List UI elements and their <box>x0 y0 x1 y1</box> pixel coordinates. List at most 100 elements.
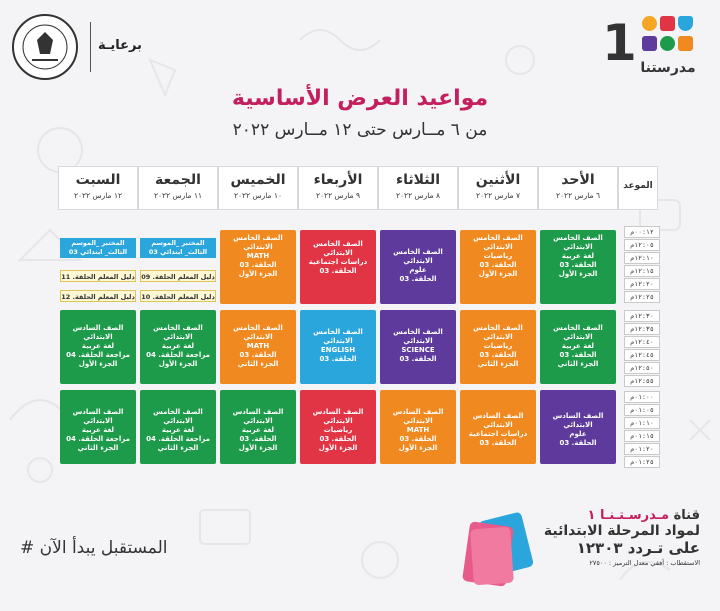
block-line: الصف الخامس الابتدائي <box>153 324 203 341</box>
block-line: رياضيات <box>323 426 353 434</box>
day-header-tue: الثلاثاء ٨ مارس ٢٠٢٢ <box>378 166 458 210</box>
header-row: السبت ١٢ مارس ٢٠٢٢ الجمعة ١١ مارس ٢٠٢٢ ا… <box>58 166 658 210</box>
time-slot: ٠١:٢٥م <box>624 456 660 468</box>
sponsor-label: برعايـة <box>98 38 142 53</box>
program-block-tue-3[interactable]: الصف السادس الابتدائي MATH الحلقة. 03 ال… <box>380 390 456 464</box>
program-block-mon-2[interactable]: الصف الخامس الابتدائي رياضيات الحلقة. 03… <box>460 310 536 384</box>
day-date: ٦ مارس ٢٠٢٢ <box>555 191 600 200</box>
program-block-sat-3[interactable]: الصف السادس الابتدائي لغة عربية مراجعة ا… <box>60 390 136 464</box>
time-slot: ٠١:٢٠م <box>624 443 660 455</box>
block-line: الصف الخامس الابتدائي <box>473 234 523 251</box>
block-line: الحلقة. 03 <box>239 435 277 443</box>
day-name: السبت <box>75 172 121 188</box>
channel-subject: لمواد المرحلة الابتدائية <box>543 523 700 539</box>
program-block-mon-3[interactable]: الصف السادس الابتدائي دراسات اجتماعية ال… <box>460 390 536 464</box>
time-slot: ١٢:٢٠م <box>624 278 660 290</box>
program-block-thu-3[interactable]: الصف السادس الابتدائي لغة عربية الحلقة. … <box>220 390 296 464</box>
program-block-sat-2[interactable]: الصف السادس الابتدائي لغة عربية مراجعة ا… <box>60 310 136 384</box>
block-line: الصف السادس الابتدائي <box>72 324 124 341</box>
program-block-mon-1[interactable]: الصف الخامس الابتدائي رياضيات الحلقة. 03… <box>460 230 536 304</box>
program-block-sat-lab[interactable]: المختبر _الموسم الثالث_ ابتدائي 03 <box>60 238 136 258</box>
block-line: الجزء الثاني <box>477 360 519 368</box>
time-slot: ١٢:٠٥م <box>624 239 660 251</box>
day-date: ١٢ مارس ٢٠٢٢ <box>73 191 123 200</box>
day-name: الجمعة <box>155 172 201 188</box>
block-line: الجزء الأول <box>478 270 518 278</box>
time-header: الموعد <box>618 166 658 210</box>
program-block-tue-2[interactable]: الصف الخامس الابتدائي SCIENCE الحلقة. 03 <box>380 310 456 384</box>
block-line: الحلقة. 03 <box>319 267 357 275</box>
time-slot: ٠١:١٥م <box>624 430 660 442</box>
channel-polarization: الاستقطاب : أفقي معدل الترميز : ٢٧٥٠٠ <box>589 559 700 567</box>
block-line: الحلقة. 03 <box>479 439 517 447</box>
block-line: الصف الخامس الابتدائي <box>473 324 523 341</box>
block-line: الصف السادس الابتدائي <box>312 408 364 425</box>
block-line: الجزء الأول <box>158 360 198 368</box>
block-line: الصف الخامس الابتدائي <box>233 234 283 251</box>
program-block-thu-2[interactable]: الصف الخامس الابتدائي MATH الحلقة. 03 ال… <box>220 310 296 384</box>
block-line: ENGLISH <box>320 346 356 354</box>
block-line: الحلقة. 03 <box>559 439 597 447</box>
block-line: الحلقة. 03 <box>399 435 437 443</box>
block-line: لغة عربية <box>161 342 195 350</box>
block-line: الجزء الثاني <box>157 444 199 452</box>
block-line: لغة عربية <box>241 426 275 434</box>
future-hashtag: # المستقبل يبدأ الآن <box>20 538 168 558</box>
block-line: ابتدائي 03 <box>148 248 183 256</box>
time-slot: ١٢:٥٠م <box>624 362 660 374</box>
program-block-thu-1[interactable]: الصف الخامس الابتدائي MATH الحلقة. 03 ال… <box>220 230 296 304</box>
program-block-fri-2[interactable]: الصف الخامس الابتدائي لغة عربية مراجعة ا… <box>140 310 216 384</box>
time-slot: ١٢:٤٥م <box>624 349 660 361</box>
program-block-wed-2[interactable]: الصف الخامس الابتدائي ENGLISH الحلقة. 03 <box>300 310 376 384</box>
program-block-sat-guide-a[interactable]: دليل المعلم الحلقة. 11 <box>60 270 136 282</box>
block-line: الصف السادس الابتدائي <box>552 412 604 429</box>
program-block-fri-lab[interactable]: المختبر _الموسم الثالث_ ابتدائي 03 <box>140 238 216 258</box>
program-block-fri-guide-b[interactable]: دليل المعلم الحلقة. 10 <box>140 290 216 302</box>
block-line: لغة عربية <box>561 342 595 350</box>
program-block-fri-3[interactable]: الصف الخامس الابتدائي لغة عربية مراجعة ا… <box>140 390 216 464</box>
time-header-label: الموعد <box>623 181 653 191</box>
block-line: الصف السادس الابتدائي <box>232 408 284 425</box>
block-line: مراجعة الحلقة. 04 <box>66 435 130 443</box>
time-slot: ١٢:١٥م <box>624 265 660 277</box>
program-block-fri-guide-a[interactable]: دليل المعلم الحلقة. 09 <box>140 270 216 282</box>
block-line: الحلقة. 03 <box>479 261 517 269</box>
ministry-seal-logo <box>12 14 78 80</box>
day-name: الخميس <box>230 172 286 188</box>
time-slot: ١٢:٣٠م <box>624 310 660 322</box>
time-slot: ٠١:٠٥م <box>624 404 660 416</box>
program-block-wed-1[interactable]: الصف الخامس الابتدائي دراسات اجتماعية ال… <box>300 230 376 304</box>
day-name: الثلاثاء <box>395 172 441 188</box>
day-header-mon: الأثنين ٧ مارس ٢٠٢٢ <box>458 166 538 210</box>
page-subtitle: من ٦ مــارس حتى ١٢ مــارس ٢٠٢٢ <box>232 120 488 140</box>
channel-line: قناة مـدرسـتـنـا ١ <box>520 508 700 523</box>
logo-tiles-icon <box>642 16 696 56</box>
day-date: ٨ مارس ٢٠٢٢ <box>395 191 440 200</box>
block-line: الصف الخامس الابتدائي <box>553 324 603 341</box>
block-line: ابتدائي 03 <box>68 248 103 256</box>
day-header-sun: الأحد ٦ مارس ٢٠٢٢ <box>538 166 618 210</box>
block-line: مراجعة الحلقة. 04 <box>66 351 130 359</box>
time-slot: ١٢:١٠م <box>624 252 660 264</box>
block-line: علوم <box>409 266 427 274</box>
block-line: الجزء الأول <box>238 444 278 452</box>
channel-frequency: على تـردد ١٢٣٠٣ <box>576 539 700 557</box>
block-line: المختبر _الموسم الثالث_ <box>71 239 128 256</box>
time-slot: ٠٠:١٢م <box>624 226 660 238</box>
block-line: الصف السادس الابتدائي <box>392 408 444 425</box>
block-line: الحلقة. 03 <box>399 275 437 283</box>
brand-name: مدرستنا <box>640 60 696 76</box>
program-block-sat-guide-b[interactable]: دليل المعلم الحلقة. 12 <box>60 290 136 302</box>
program-block-sun-3[interactable]: الصف السادس الابتدائي علوم الحلقة. 03 <box>540 390 616 464</box>
notebook-illustration <box>462 512 534 587</box>
day-date: ١٠ مارس ٢٠٢٢ <box>233 191 283 200</box>
program-block-tue-1[interactable]: الصف الخامس الابتدائي علوم الحلقة. 03 <box>380 230 456 304</box>
block-line: لغة عربية <box>81 342 115 350</box>
channel-number: 1 <box>602 14 637 72</box>
program-block-sun-1[interactable]: الصف الخامس الابتدائي لغة عربية الحلقة. … <box>540 230 616 304</box>
program-block-sun-2[interactable]: الصف الخامس الابتدائي لغة عربية الحلقة. … <box>540 310 616 384</box>
block-line: MATH <box>246 342 270 350</box>
program-block-wed-3[interactable]: الصف السادس الابتدائي رياضيات الحلقة. 03… <box>300 390 376 464</box>
